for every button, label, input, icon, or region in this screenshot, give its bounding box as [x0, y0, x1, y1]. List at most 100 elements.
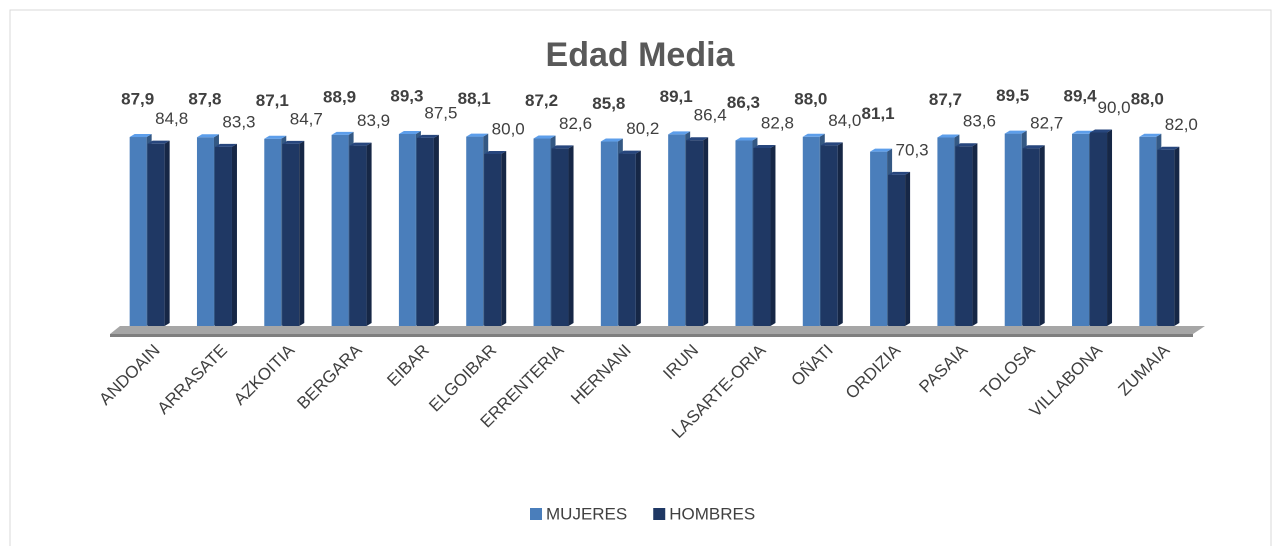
bar-front	[484, 154, 502, 326]
data-label: 88,0	[1131, 89, 1164, 108]
data-label: 89,5	[996, 86, 1029, 105]
data-label: 70,3	[896, 140, 929, 159]
bar-side	[299, 140, 305, 326]
data-label: 89,1	[660, 87, 693, 106]
bar-top	[264, 135, 287, 139]
bar-front	[282, 143, 300, 326]
bar	[282, 140, 305, 326]
data-label: 83,3	[222, 112, 255, 131]
data-label: 82,8	[761, 113, 794, 132]
bar	[618, 150, 641, 326]
data-label: 87,9	[121, 89, 154, 108]
data-label: 87,1	[256, 91, 289, 110]
data-label: 90,0	[1097, 98, 1130, 117]
bar-side	[905, 171, 911, 326]
bar-side	[501, 151, 507, 326]
bar	[1157, 146, 1180, 326]
bar-front	[129, 137, 147, 326]
bar-front	[955, 146, 973, 326]
data-label: 82,6	[559, 114, 592, 133]
bar-top	[1139, 133, 1162, 137]
data-label: 89,3	[390, 86, 423, 105]
bar-front	[196, 137, 214, 326]
bar	[551, 145, 574, 326]
bar	[214, 143, 237, 326]
bar-top	[870, 148, 893, 152]
bar-top	[551, 145, 574, 149]
bar-front	[1072, 133, 1090, 326]
bar-front	[551, 148, 569, 326]
data-label: 84,7	[290, 109, 323, 128]
bar-side	[231, 143, 237, 326]
bar-front	[888, 174, 906, 326]
data-label: 82,7	[1030, 114, 1063, 133]
bar	[686, 137, 709, 326]
data-label: 83,9	[357, 111, 390, 130]
data-label: 81,1	[862, 104, 895, 123]
bar-front	[416, 137, 434, 326]
bar-front	[147, 143, 165, 326]
data-label: 88,1	[458, 89, 491, 108]
bar-top	[735, 137, 758, 141]
bar-side	[568, 145, 574, 326]
bar-top	[416, 134, 439, 138]
bar-front	[1139, 136, 1157, 326]
bar-front	[331, 134, 349, 326]
data-label: 80,2	[626, 119, 659, 138]
bar-front	[753, 147, 771, 326]
bar-side	[433, 134, 439, 326]
bar-top	[955, 143, 978, 147]
bar-top	[398, 131, 421, 135]
data-label: 89,4	[1063, 86, 1097, 105]
data-label: 87,8	[188, 90, 221, 109]
data-label: 87,5	[424, 103, 457, 122]
bar-top	[129, 134, 152, 138]
bar	[888, 171, 911, 326]
bar-top	[1157, 146, 1180, 150]
bar-top	[888, 171, 911, 175]
bar-side	[635, 150, 641, 326]
bar-front	[802, 136, 820, 326]
data-label: 85,8	[592, 94, 625, 113]
bar-top	[282, 140, 305, 144]
data-label: 82,0	[1165, 115, 1198, 134]
data-label: 84,8	[155, 109, 188, 128]
bar-front	[735, 140, 753, 326]
bar-front	[1022, 148, 1040, 326]
bar-top	[147, 140, 170, 144]
bar	[349, 142, 372, 326]
bar-side	[770, 144, 776, 326]
bar-top	[533, 135, 556, 139]
bar-top	[484, 151, 507, 154]
bar-top	[937, 134, 960, 138]
bar	[955, 143, 978, 326]
bar	[1022, 145, 1045, 326]
bar-front	[1090, 132, 1108, 326]
bar-top	[1090, 129, 1113, 133]
data-label: 87,7	[929, 90, 962, 109]
bar-front	[686, 140, 704, 326]
bar-front	[349, 145, 367, 326]
bar-front	[668, 134, 686, 326]
bar-front	[600, 141, 618, 326]
bar-top	[802, 133, 825, 137]
bar-side	[1039, 145, 1045, 326]
bar-top	[686, 137, 709, 141]
bar-front	[466, 136, 484, 326]
data-label: 84,0	[828, 111, 861, 130]
bar-front	[533, 138, 551, 326]
bar	[484, 151, 507, 326]
bar-front	[1004, 133, 1022, 326]
bar-top	[1022, 145, 1045, 149]
bar	[753, 144, 776, 326]
bar-top	[600, 138, 623, 142]
legend-label: HOMBRES	[669, 504, 755, 523]
bar-side	[703, 137, 709, 326]
data-label: 86,3	[727, 93, 760, 112]
bar-front	[820, 145, 838, 326]
bar-top	[820, 142, 843, 146]
data-label: 87,2	[525, 91, 558, 110]
bar-top	[1004, 130, 1027, 134]
bar-top	[196, 134, 219, 138]
